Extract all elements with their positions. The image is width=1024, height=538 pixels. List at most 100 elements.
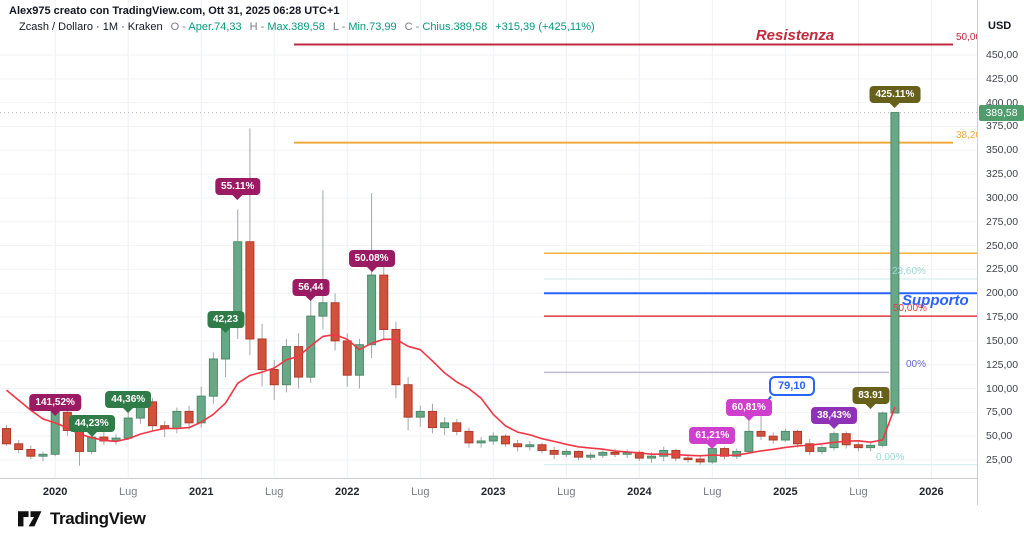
- fib-level-label: 00%: [906, 359, 927, 371]
- note-bubble-pointer: [865, 403, 876, 409]
- candle[interactable]: [208, 358, 218, 397]
- level-title-resistenza[interactable]: Resistenza: [755, 27, 835, 44]
- candle[interactable]: [537, 444, 547, 451]
- note-bubble[interactable]: 42,23: [207, 311, 245, 334]
- candle[interactable]: [440, 422, 450, 429]
- note-bubble-text: 50.08%: [354, 253, 389, 265]
- chart-plot[interactable]: Resistenza50,00%38,20%23,60%Supporto50,0…: [0, 0, 977, 478]
- candle[interactable]: [379, 274, 389, 330]
- candle[interactable]: [38, 453, 48, 457]
- candle[interactable]: [367, 274, 377, 346]
- candle[interactable]: [452, 422, 462, 432]
- note-bubble[interactable]: 56,44: [292, 278, 330, 301]
- candle[interactable]: [793, 430, 803, 445]
- candle[interactable]: [2, 428, 11, 445]
- candle[interactable]: [330, 302, 340, 342]
- candle[interactable]: [659, 449, 669, 457]
- candle[interactable]: [354, 344, 364, 376]
- candle[interactable]: [805, 443, 815, 452]
- legend-ohlc-key: H -: [249, 21, 268, 33]
- candle[interactable]: [647, 455, 657, 459]
- candle[interactable]: [123, 417, 133, 439]
- note-bubble[interactable]: 38,43%: [811, 406, 858, 429]
- candle[interactable]: [610, 451, 620, 455]
- candle[interactable]: [464, 430, 474, 444]
- candle[interactable]: [427, 410, 437, 429]
- note-bubble[interactable]: 60,81%: [725, 398, 772, 421]
- candle[interactable]: [245, 241, 255, 340]
- candle[interactable]: [196, 395, 206, 424]
- candle[interactable]: [549, 449, 559, 455]
- candle[interactable]: [415, 410, 425, 418]
- candle[interactable]: [853, 444, 863, 449]
- candle[interactable]: [890, 112, 900, 414]
- price-tick: 50,00: [986, 430, 1013, 443]
- time-tick-month: Lug: [411, 486, 430, 498]
- candle[interactable]: [573, 450, 583, 458]
- candle[interactable]: [598, 451, 608, 456]
- candle[interactable]: [14, 443, 24, 451]
- candle[interactable]: [817, 447, 827, 452]
- note-bubble[interactable]: 141,52%: [29, 394, 81, 417]
- candle[interactable]: [172, 410, 182, 430]
- ma-line[interactable]: [5, 333, 896, 457]
- symbol-ohlc-legend: Zcash / Dollaro · 1M · Kraken O - Aper.74…: [19, 21, 595, 33]
- candle[interactable]: [281, 346, 291, 386]
- time-tick-year: 2020: [42, 486, 68, 498]
- candle[interactable]: [586, 454, 596, 458]
- note-bubble[interactable]: 55.11%: [215, 177, 261, 200]
- candle[interactable]: [525, 444, 535, 448]
- note-bubble-pointer: [232, 194, 243, 200]
- candle[interactable]: [476, 440, 486, 444]
- fib-level-label: 0,00%: [876, 451, 905, 463]
- note-bubble[interactable]: 50.08%: [348, 250, 395, 273]
- candle[interactable]: [768, 435, 778, 441]
- price-tick: 225,00: [986, 263, 1019, 276]
- price-tick: 250,00: [986, 239, 1019, 252]
- note-bubble[interactable]: 44,36%: [105, 391, 152, 414]
- note-bubble[interactable]: 425.11%: [869, 86, 921, 109]
- candle[interactable]: [756, 430, 766, 437]
- candle[interactable]: [500, 435, 510, 445]
- candle[interactable]: [561, 450, 571, 455]
- note-bubble[interactable]: 83.91: [852, 386, 890, 409]
- candle[interactable]: [683, 457, 693, 461]
- price-axis[interactable]: USD 450,00 425,00 400,00 375,00 350,00 325,00…: [977, 0, 1024, 505]
- price-tick: 450,00: [986, 49, 1019, 61]
- time-tick-year: 2026: [919, 486, 944, 498]
- candle[interactable]: [318, 302, 328, 317]
- note-bubble-text: 141,52%: [35, 397, 75, 409]
- price-tick: 150,00: [986, 334, 1019, 347]
- note-bubble[interactable]: 44,23%: [68, 415, 115, 438]
- candle[interactable]: [294, 346, 304, 378]
- note-bubble-pointer: [743, 415, 754, 421]
- tradingview-logo[interactable]: TradingView: [18, 509, 146, 529]
- candle[interactable]: [257, 338, 267, 370]
- candle[interactable]: [695, 458, 705, 463]
- candle[interactable]: [26, 449, 36, 457]
- candle[interactable]: [829, 433, 839, 449]
- candle[interactable]: [513, 443, 523, 448]
- candle[interactable]: [50, 411, 60, 455]
- price-tick: 125,00: [986, 358, 1019, 371]
- candle[interactable]: [269, 368, 279, 386]
- note-bubble[interactable]: 61,21%: [689, 426, 736, 449]
- candle[interactable]: [403, 384, 413, 418]
- level-title-supporto[interactable]: Supporto: [902, 292, 969, 309]
- tradingview-logo-icon: [18, 511, 42, 527]
- candle[interactable]: [148, 401, 158, 427]
- candle[interactable]: [744, 430, 754, 452]
- candle[interactable]: [87, 436, 97, 452]
- candle[interactable]: [841, 433, 851, 446]
- candle[interactable]: [184, 410, 194, 424]
- price-callout[interactable]: 79,10: [769, 376, 815, 397]
- time-axis[interactable]: 2020 Lug 2021 Lug 2022 Lug 2023 Lug 2024 Lug 2025 L…: [0, 478, 977, 506]
- note-bubble-pointer: [86, 432, 97, 438]
- candle[interactable]: [342, 340, 352, 376]
- note-bubble-pointer: [707, 443, 718, 449]
- candle[interactable]: [866, 444, 876, 449]
- candle[interactable]: [391, 328, 401, 386]
- candle[interactable]: [488, 435, 498, 442]
- chart-legend: Alex975 creato con TradingView.com, Ott …: [9, 5, 595, 33]
- candle[interactable]: [780, 430, 790, 441]
